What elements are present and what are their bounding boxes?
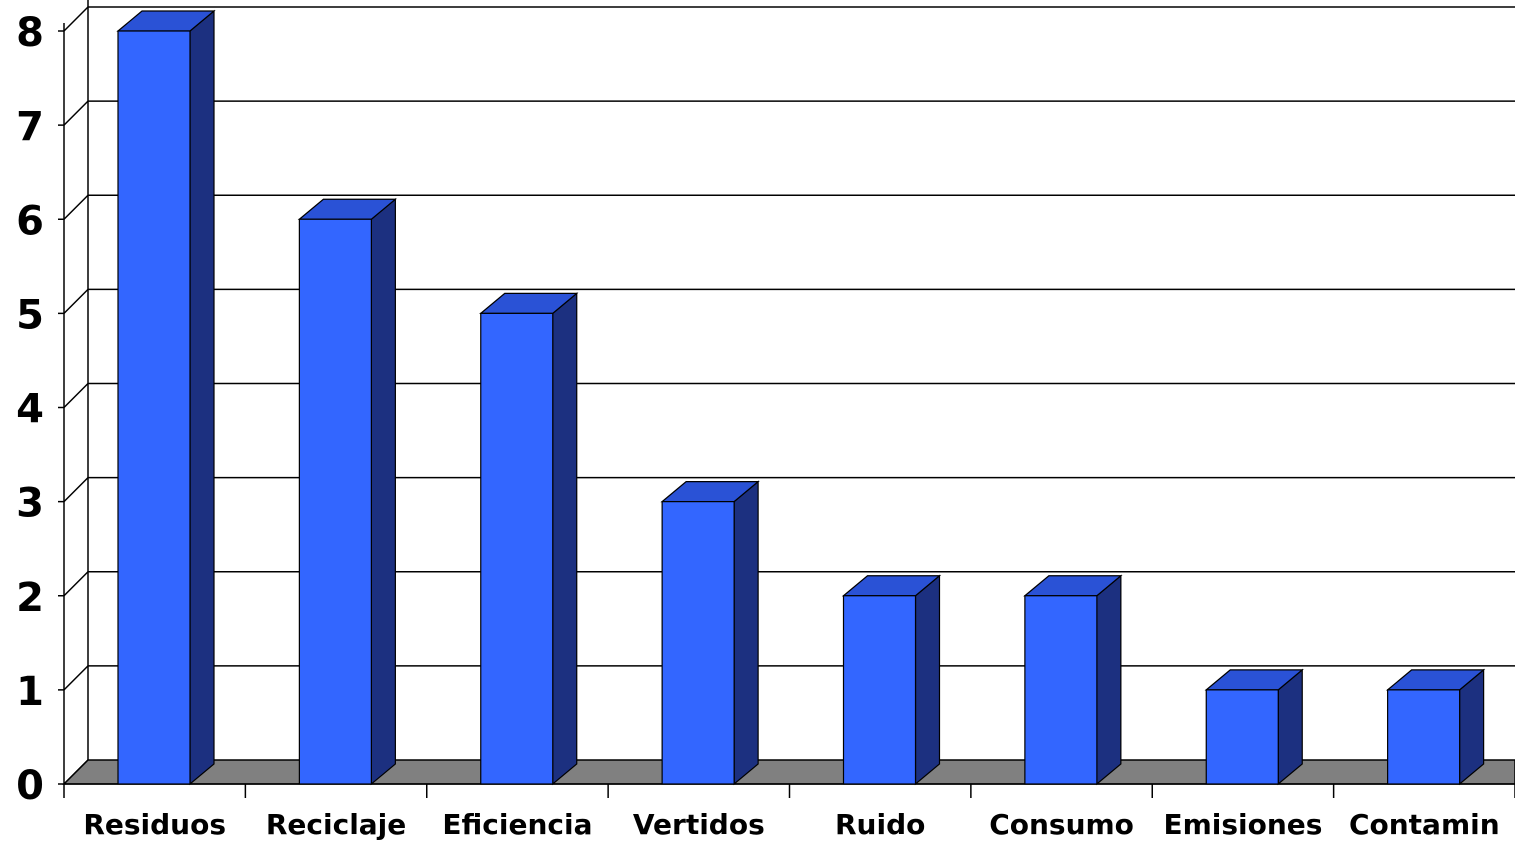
x-tick-label: Reciclaje bbox=[266, 808, 406, 841]
x-tick-label: Emisiones bbox=[1163, 808, 1322, 841]
depth-tick bbox=[63, 665, 89, 691]
y-tick-label: 4 bbox=[16, 387, 44, 433]
bar-vertidos bbox=[660, 480, 760, 786]
bar-side bbox=[1096, 574, 1122, 786]
bar bbox=[1024, 595, 1098, 785]
bar-consumo bbox=[1023, 574, 1123, 786]
depth-tick bbox=[63, 477, 89, 503]
bar bbox=[117, 30, 191, 785]
depth-tick bbox=[63, 571, 89, 597]
bar bbox=[480, 312, 554, 785]
y-tick-label: 7 bbox=[16, 104, 44, 150]
y-tick-label: 8 bbox=[16, 10, 44, 56]
x-tick-label: Ruido bbox=[835, 808, 925, 841]
bar bbox=[298, 218, 372, 785]
bar bbox=[1387, 689, 1461, 785]
bar-side bbox=[189, 9, 215, 786]
gridlines bbox=[63, 6, 1515, 785]
x-tick-labels: Residuos Reciclaje Eficiencia Vertidos Ruido… bbox=[83, 808, 1499, 841]
y-tick-label: 2 bbox=[16, 575, 44, 621]
bar-side bbox=[914, 574, 941, 786]
y-tick-labels: 0 1 2 3 4 5 6 7 8 bbox=[16, 10, 44, 809]
bar-contamin bbox=[1385, 668, 1486, 786]
y-tick-label: 6 bbox=[16, 198, 44, 244]
y-tick-label: 5 bbox=[16, 292, 44, 338]
bar bbox=[842, 595, 917, 785]
y-tick-label: 3 bbox=[16, 481, 44, 527]
x-tick-label: Residuos bbox=[83, 808, 226, 841]
x-tick-label: Contamin bbox=[1349, 808, 1500, 841]
bar-ruido bbox=[841, 574, 942, 786]
x-tick-label: Consumo bbox=[989, 808, 1134, 841]
depth-tick bbox=[63, 100, 89, 126]
y-tick-label: 0 bbox=[16, 763, 44, 809]
bar bbox=[1205, 689, 1279, 785]
bar bbox=[661, 501, 735, 785]
bar-emisiones bbox=[1204, 668, 1304, 786]
bar-side bbox=[370, 197, 396, 786]
bar-reciclaje bbox=[297, 197, 398, 786]
depth-tick bbox=[63, 288, 89, 314]
bar-residuos bbox=[116, 9, 216, 786]
depth-tick bbox=[63, 194, 89, 220]
bar-eficiencia bbox=[479, 292, 579, 786]
bar-side bbox=[733, 480, 759, 786]
x-tick-label: Eficiencia bbox=[442, 808, 592, 841]
bars bbox=[116, 9, 1486, 786]
x-tick-label: Vertidos bbox=[633, 808, 765, 841]
bar-side bbox=[552, 292, 578, 786]
depth-tick bbox=[63, 6, 89, 32]
depth-tick bbox=[63, 382, 89, 409]
y-tick-label: 1 bbox=[16, 669, 44, 715]
